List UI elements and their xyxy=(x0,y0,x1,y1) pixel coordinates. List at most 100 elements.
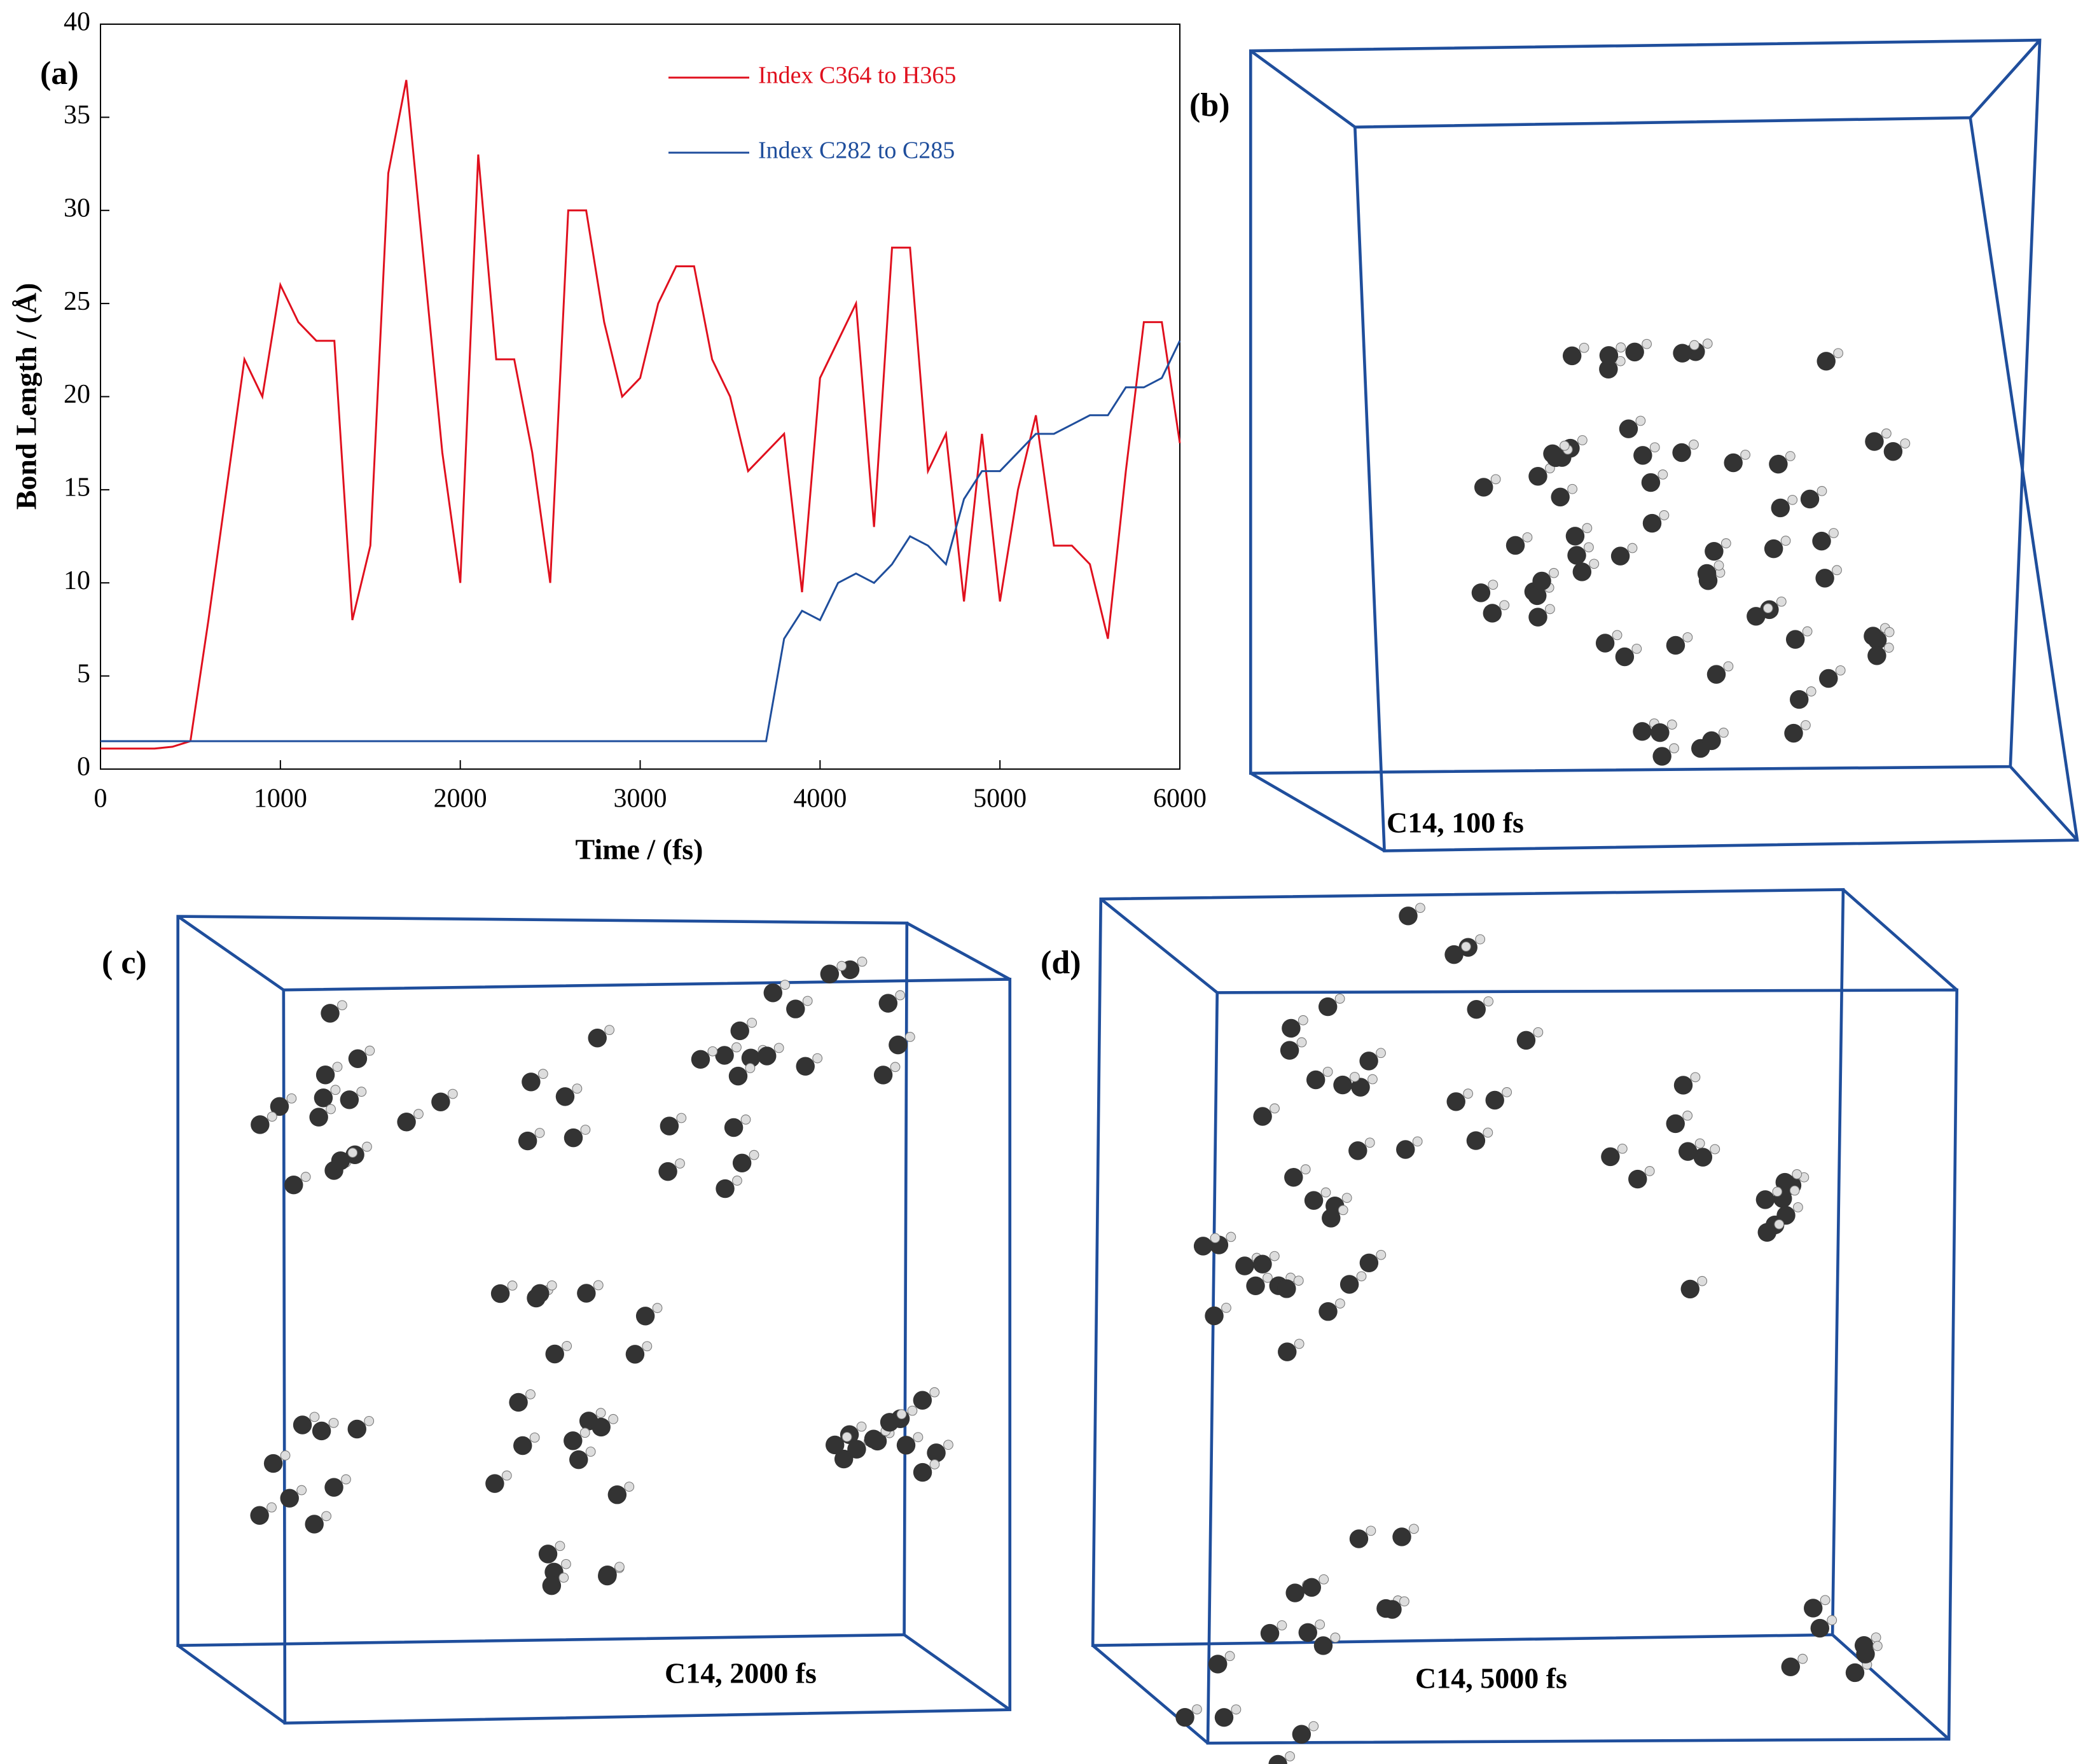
carbon-atom xyxy=(716,1179,735,1198)
carbon-atom xyxy=(538,1545,558,1564)
hydrogen-atom xyxy=(773,1043,784,1053)
hydrogen-atom xyxy=(1545,604,1555,615)
x-tick-label: 5000 xyxy=(973,784,1027,814)
hydrogen-atom xyxy=(1579,342,1589,353)
series-line xyxy=(100,340,1181,742)
carbon-atom xyxy=(1633,722,1652,741)
carbon-atom xyxy=(715,1046,734,1065)
hydrogen-atom xyxy=(1789,1185,1800,1196)
hydrogen-atom xyxy=(1797,1653,1808,1664)
legend-label: Index C282 to C285 xyxy=(758,137,955,164)
hydrogen-atom xyxy=(1787,494,1798,505)
carbon-atom xyxy=(1565,527,1585,546)
carbon-atom xyxy=(1339,1275,1359,1294)
hydrogen-atom xyxy=(1475,934,1486,945)
carbon-atom xyxy=(592,1417,611,1437)
carbon-atom xyxy=(1800,489,1820,509)
carbon-atom xyxy=(314,1088,333,1108)
hydrogen-atom xyxy=(266,1111,277,1122)
y-tick-label: 5 xyxy=(77,659,90,688)
carbon-atom xyxy=(741,1048,761,1067)
carbon-atom xyxy=(1680,1279,1699,1299)
carbon-atom xyxy=(825,1435,845,1455)
carbon-atom xyxy=(1755,1190,1775,1209)
carbon-atom xyxy=(1318,997,1338,1017)
carbon-atom xyxy=(509,1392,528,1412)
hydrogen-atom xyxy=(1806,686,1817,697)
carbon-atom xyxy=(1775,1172,1795,1192)
carbon-atom xyxy=(542,1576,562,1595)
hydrogen-atom xyxy=(1833,348,1844,359)
hydrogen-atom xyxy=(309,1412,320,1422)
carbon-atom xyxy=(1306,1070,1325,1090)
carbon-atom xyxy=(1651,723,1670,742)
hydrogen-atom xyxy=(1298,1015,1308,1025)
carbon-atom xyxy=(1672,443,1691,462)
hydrogen-atom xyxy=(1644,1166,1655,1176)
hydrogen-atom xyxy=(1872,1641,1883,1651)
hydrogen-atom xyxy=(913,1432,924,1443)
hydrogen-atom xyxy=(1689,340,1699,351)
hydrogen-atom xyxy=(1702,338,1713,349)
hydrogen-atom xyxy=(1300,1164,1311,1175)
carbon-atom xyxy=(251,1115,270,1134)
hydrogen-atom xyxy=(1801,720,1811,730)
hydrogen-atom xyxy=(413,1109,424,1120)
carbon-atom xyxy=(786,999,805,1018)
hydrogen-atom xyxy=(1296,1037,1307,1048)
carbon-atom xyxy=(1641,473,1661,492)
carbon-atom xyxy=(1399,906,1418,926)
y-tick-label: 40 xyxy=(64,8,90,37)
carbon-atom xyxy=(1466,1131,1486,1150)
carbon-atom xyxy=(564,1431,583,1450)
carbon-atom xyxy=(896,1436,916,1455)
hydrogen-atom xyxy=(676,1113,687,1123)
carbon-atom xyxy=(1764,539,1783,559)
carbon-atom xyxy=(1532,571,1551,591)
hydrogen-atom xyxy=(856,1421,867,1432)
hydrogen-atom xyxy=(447,1088,458,1099)
hydrogen-atom xyxy=(642,1341,653,1352)
panel-label: (d) xyxy=(1041,945,1081,981)
hydrogen-atom xyxy=(841,1431,852,1442)
hydrogen-atom xyxy=(1669,743,1679,754)
carbon-atom xyxy=(1771,498,1790,518)
hydrogen-atom xyxy=(749,1149,759,1160)
hydrogen-atom xyxy=(1461,941,1471,952)
carbon-atom xyxy=(309,1108,328,1127)
carbon-atom xyxy=(1673,1076,1693,1095)
carbon-atom xyxy=(1790,690,1809,709)
hydrogen-atom xyxy=(896,1409,907,1420)
hydrogen-atom xyxy=(296,1485,307,1496)
carbon-atom xyxy=(625,1345,645,1364)
hydrogen-atom xyxy=(1827,1615,1837,1625)
hydrogen-atom xyxy=(1720,538,1731,548)
carbon-atom xyxy=(518,1131,537,1151)
hydrogen-atom xyxy=(1376,1249,1387,1260)
y-tick-label: 25 xyxy=(64,287,90,316)
hydrogen-atom xyxy=(1277,1620,1287,1630)
carbon-atom xyxy=(1193,1237,1213,1256)
carbon-atom xyxy=(1702,731,1721,751)
hydrogen-atom xyxy=(1774,1219,1785,1230)
hydrogen-atom xyxy=(1666,719,1677,730)
hydrogen-atom xyxy=(1617,1143,1628,1154)
carbon-atom xyxy=(284,1175,303,1195)
carbon-atom xyxy=(1383,1600,1402,1619)
hydrogen-atom xyxy=(1649,442,1660,453)
hydrogen-atom xyxy=(929,1387,940,1398)
hydrogen-atom xyxy=(280,1450,291,1461)
carbon-atom xyxy=(530,1284,550,1303)
carbon-atom xyxy=(1322,1209,1341,1228)
hydrogen-atom xyxy=(1322,1066,1333,1077)
carbon-atom xyxy=(1633,446,1652,465)
carbon-atom xyxy=(1282,1018,1301,1038)
hydrogen-atom xyxy=(1294,1338,1305,1349)
carbon-atom xyxy=(1444,945,1464,964)
carbon-atom xyxy=(1706,665,1726,684)
hydrogen-atom xyxy=(1412,1136,1423,1147)
carbon-atom xyxy=(1747,607,1766,626)
carbon-atom xyxy=(1285,1583,1305,1602)
hydrogen-atom xyxy=(1490,474,1501,485)
hydrogen-atom xyxy=(675,1158,685,1169)
